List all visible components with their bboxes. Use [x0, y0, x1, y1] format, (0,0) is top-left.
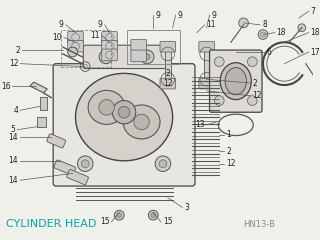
Text: 5: 5	[11, 125, 15, 134]
FancyBboxPatch shape	[53, 64, 195, 186]
Ellipse shape	[225, 67, 246, 95]
FancyBboxPatch shape	[68, 32, 83, 43]
Circle shape	[155, 156, 171, 171]
Circle shape	[159, 160, 167, 168]
Circle shape	[214, 57, 224, 66]
Bar	[127, 30, 180, 64]
Text: 8: 8	[262, 20, 267, 29]
FancyBboxPatch shape	[47, 134, 66, 148]
Text: 15: 15	[163, 217, 172, 227]
FancyBboxPatch shape	[160, 41, 176, 52]
Circle shape	[117, 213, 122, 218]
FancyBboxPatch shape	[83, 45, 170, 69]
FancyBboxPatch shape	[102, 49, 117, 61]
Bar	[127, 30, 180, 64]
Circle shape	[140, 50, 154, 64]
Text: 14: 14	[9, 156, 18, 165]
Text: 18: 18	[311, 28, 320, 37]
FancyBboxPatch shape	[131, 39, 147, 51]
Text: 15: 15	[100, 217, 109, 227]
Text: HN13-B: HN13-B	[244, 220, 276, 229]
Bar	[165, 47, 171, 86]
FancyBboxPatch shape	[210, 50, 262, 112]
FancyBboxPatch shape	[102, 32, 117, 43]
Circle shape	[239, 18, 248, 28]
Circle shape	[247, 96, 257, 105]
Text: 12: 12	[9, 59, 18, 68]
Bar	[61, 30, 111, 66]
Circle shape	[144, 54, 150, 60]
Text: 4: 4	[13, 106, 18, 115]
Ellipse shape	[76, 73, 173, 161]
Text: 14: 14	[9, 133, 18, 142]
Circle shape	[214, 96, 224, 105]
Text: 14: 14	[9, 176, 18, 185]
Text: 9: 9	[178, 11, 182, 20]
Circle shape	[81, 160, 89, 168]
Text: 3: 3	[184, 203, 189, 212]
Bar	[40, 97, 47, 110]
Text: 12: 12	[226, 159, 236, 168]
FancyBboxPatch shape	[68, 40, 83, 52]
Circle shape	[68, 47, 77, 57]
Text: 2: 2	[226, 147, 231, 156]
Polygon shape	[30, 82, 47, 93]
Text: 9: 9	[59, 20, 64, 29]
Ellipse shape	[88, 90, 125, 124]
Bar	[204, 47, 210, 86]
Circle shape	[298, 24, 306, 32]
Circle shape	[112, 101, 136, 124]
Text: 9: 9	[212, 11, 216, 20]
Text: 12: 12	[252, 91, 262, 100]
Circle shape	[77, 156, 93, 171]
Circle shape	[99, 100, 114, 115]
Text: 11: 11	[207, 20, 216, 29]
FancyBboxPatch shape	[131, 50, 147, 62]
Text: 11: 11	[90, 31, 100, 40]
Circle shape	[134, 114, 149, 130]
Bar	[37, 117, 46, 127]
Text: 10: 10	[52, 33, 62, 42]
Text: 18: 18	[276, 28, 286, 37]
FancyBboxPatch shape	[67, 169, 88, 185]
Text: 9: 9	[98, 20, 103, 29]
Text: 2: 2	[165, 69, 170, 78]
FancyBboxPatch shape	[102, 40, 117, 52]
Circle shape	[99, 50, 113, 64]
Text: 2: 2	[252, 78, 257, 88]
Text: 6: 6	[267, 48, 272, 56]
Ellipse shape	[123, 105, 160, 139]
Circle shape	[118, 106, 130, 118]
FancyBboxPatch shape	[54, 160, 76, 175]
Circle shape	[247, 57, 257, 66]
FancyBboxPatch shape	[199, 78, 214, 89]
Text: 7: 7	[311, 7, 316, 16]
Text: 17: 17	[311, 48, 320, 56]
FancyBboxPatch shape	[199, 41, 214, 52]
FancyBboxPatch shape	[160, 78, 176, 89]
Circle shape	[114, 210, 124, 220]
Text: 2: 2	[15, 46, 20, 54]
Text: 13: 13	[195, 120, 205, 129]
Text: 9: 9	[155, 11, 160, 20]
Circle shape	[103, 54, 109, 60]
Circle shape	[258, 30, 268, 39]
Text: 1: 1	[226, 130, 231, 139]
Text: CYLINDER HEAD: CYLINDER HEAD	[5, 219, 96, 229]
Text: 16: 16	[1, 82, 11, 90]
Ellipse shape	[220, 63, 251, 100]
Circle shape	[151, 213, 156, 218]
Circle shape	[148, 210, 158, 220]
Text: 12: 12	[163, 78, 172, 88]
